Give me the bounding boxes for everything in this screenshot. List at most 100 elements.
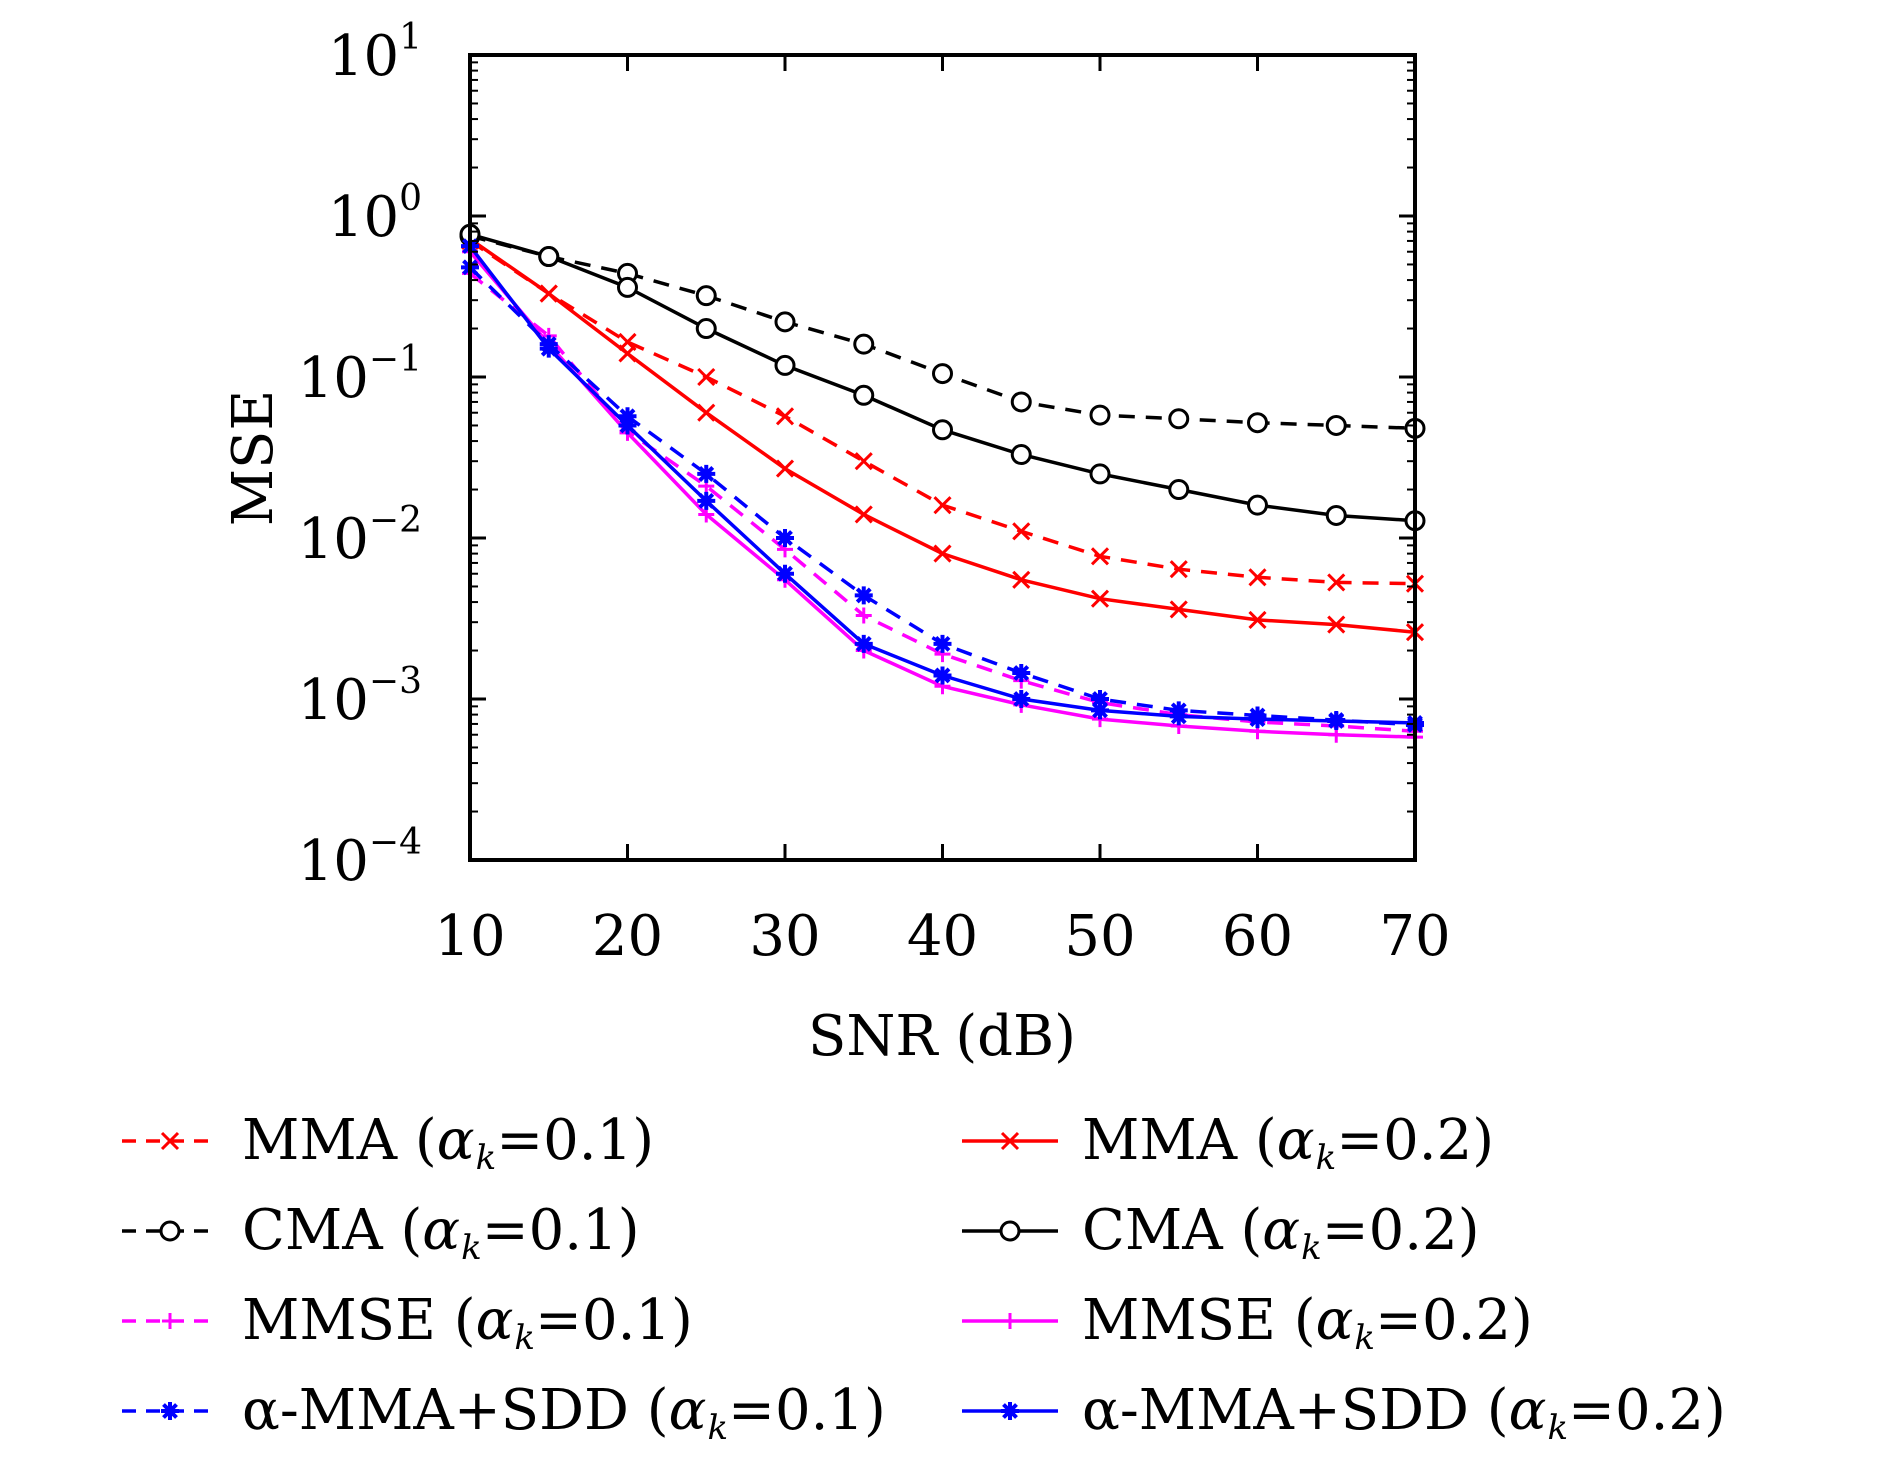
x-axis-title: SNR (dB)	[808, 1004, 1076, 1069]
legend-label: MMA (αk=0.1)	[242, 1108, 655, 1178]
data-point-mma-alpha-01	[1248, 568, 1267, 587]
ticks-layer	[468, 53, 1417, 862]
data-point-cma-alpha-02	[695, 318, 717, 340]
legend-label: CMA (αk=0.2)	[1082, 1198, 1480, 1268]
y-tick-label: 100	[328, 178, 422, 250]
legend-item: α-MMA+SDD (αk=0.2)	[960, 1368, 1726, 1454]
legend-alpha-value: =0.2	[1568, 1378, 1705, 1443]
legend-series-name: α-MMA+SDD	[1082, 1378, 1469, 1443]
series-mma-alpha-01	[460, 231, 1425, 593]
plot-layer	[459, 223, 1426, 746]
x-tick-label: 60	[1222, 904, 1293, 969]
data-point-mma-alpha-02	[697, 403, 716, 422]
legend-series-name: MMA	[1082, 1108, 1238, 1173]
data-point-alpha-mma-sdd-alpha-02	[854, 634, 873, 653]
legend-swatch	[122, 1402, 218, 1420]
data-point-mma-alpha-01	[1090, 547, 1110, 566]
legend-alpha-subscript: k	[461, 1228, 482, 1268]
legend-item: MMA (αk=0.1)	[120, 1098, 654, 1184]
legend-alpha-value: =0.1	[535, 1288, 671, 1353]
legend-alpha-symbol: α	[668, 1378, 707, 1443]
legend-alpha-value: =0.2	[1375, 1288, 1511, 1353]
y-tick-label: 10−2	[298, 500, 422, 572]
data-point-cma-alpha-01	[932, 363, 953, 385]
legend-alpha-value: =0.2	[1321, 1198, 1458, 1263]
legend-series-name: MMA	[242, 1108, 398, 1173]
data-point-alpha-mma-sdd-alpha-01	[1012, 664, 1031, 683]
legend-item: MMA (αk=0.2)	[960, 1098, 1494, 1184]
legend-swatch	[962, 1402, 1058, 1420]
data-point-alpha-mma-sdd-alpha-01	[854, 586, 873, 605]
series-alpha-mma-sdd-alpha-02	[461, 237, 1424, 732]
legend-alpha-subscript: k	[707, 1408, 729, 1448]
legend-alpha-symbol: α	[1508, 1378, 1547, 1443]
legend: MMA (αk=0.1) MMA (αk=0.2) CMA (αk=0.1) CMA …	[120, 1098, 1820, 1458]
legend-marker	[1002, 1313, 1018, 1329]
series-alpha-mma-sdd-alpha-01	[461, 258, 1424, 734]
data-point-cma-alpha-01	[1168, 408, 1190, 430]
legend-item: MMSE (αk=0.1)	[120, 1278, 693, 1364]
data-point-alpha-mma-sdd-alpha-01	[697, 464, 716, 483]
data-point-alpha-mma-sdd-alpha-01	[618, 407, 637, 426]
data-point-cma-alpha-02	[1010, 444, 1032, 466]
legend-alpha-subscript: k	[514, 1318, 536, 1358]
legend-series-name: α-MMA+SDD	[242, 1378, 629, 1443]
data-point-cma-alpha-02	[1168, 479, 1190, 501]
legend-alpha-symbol: α	[1262, 1198, 1301, 1263]
data-point-mma-alpha-01	[854, 452, 873, 471]
legend-marker	[161, 1402, 179, 1420]
data-point-mma-alpha-01	[775, 407, 795, 426]
data-point-cma-alpha-01	[853, 333, 875, 355]
data-point-mma-alpha-01	[1169, 560, 1188, 579]
legend-series-name: MMSE	[1082, 1288, 1276, 1353]
legend-alpha-subscript: k	[475, 1138, 497, 1178]
y-tick-label: 101	[328, 17, 422, 89]
data-point-cma-alpha-01	[1247, 412, 1268, 434]
data-point-cma-alpha-02	[774, 354, 796, 376]
data-point-mmse-alpha-01	[855, 607, 872, 624]
data-point-cma-alpha-01	[1325, 414, 1347, 436]
x-tick-label: 30	[749, 904, 820, 969]
legend-swatch	[122, 1220, 218, 1242]
legend-label: CMA (αk=0.1)	[242, 1198, 640, 1268]
legend-label: MMA (αk=0.2)	[1082, 1108, 1495, 1178]
y-tick-label: 10−4	[298, 822, 422, 894]
series-line-mmse-alpha-02	[468, 250, 1416, 739]
data-point-alpha-mma-sdd-alpha-01	[776, 529, 794, 547]
legend-swatch	[122, 1131, 218, 1151]
legend-swatch	[962, 1131, 1058, 1151]
data-point-cma-alpha-02	[932, 419, 953, 441]
data-point-cma-alpha-02	[1247, 494, 1268, 516]
data-point-mma-alpha-01	[933, 496, 952, 515]
data-point-cma-alpha-01	[774, 311, 796, 333]
legend-label: MMSE (αk=0.2)	[1082, 1288, 1533, 1358]
legend-item: α-MMA+SDD (αk=0.1)	[120, 1368, 886, 1454]
series-cma-alpha-02	[459, 223, 1426, 532]
x-tick-label: 10	[434, 904, 505, 969]
legend-label: α-MMA+SDD (αk=0.2)	[1082, 1378, 1726, 1448]
legend-marker	[1001, 1402, 1019, 1420]
legend-alpha-value: =0.1	[496, 1108, 633, 1173]
data-point-alpha-mma-sdd-alpha-01	[933, 634, 952, 653]
data-point-mma-alpha-02	[933, 544, 952, 563]
legend-alpha-value: =0.1	[728, 1378, 865, 1443]
y-tick-label: 10−3	[298, 661, 422, 733]
data-point-alpha-mma-sdd-alpha-02	[776, 564, 794, 583]
data-point-alpha-mma-sdd-alpha-02	[933, 666, 952, 685]
data-point-alpha-mma-sdd-alpha-02	[1091, 701, 1109, 720]
legend-swatch	[122, 1313, 218, 1329]
data-point-mma-alpha-02	[1248, 610, 1267, 629]
legend-label: α-MMA+SDD (αk=0.1)	[242, 1378, 886, 1448]
data-point-mma-alpha-01	[1327, 573, 1346, 592]
x-tick-label: 40	[907, 904, 978, 969]
data-point-alpha-mma-sdd-alpha-02	[1248, 710, 1267, 729]
legend-series-name: MMSE	[242, 1288, 436, 1353]
data-point-cma-alpha-01	[695, 285, 717, 307]
data-point-mma-alpha-01	[1012, 522, 1031, 541]
data-point-cma-alpha-02	[617, 276, 638, 298]
x-tick-label: 70	[1379, 904, 1450, 969]
data-point-mma-alpha-02	[1169, 600, 1188, 619]
data-point-cma-alpha-01	[1089, 404, 1111, 426]
data-point-mma-alpha-02	[1327, 615, 1346, 634]
legend-alpha-value: =0.2	[1336, 1108, 1473, 1173]
